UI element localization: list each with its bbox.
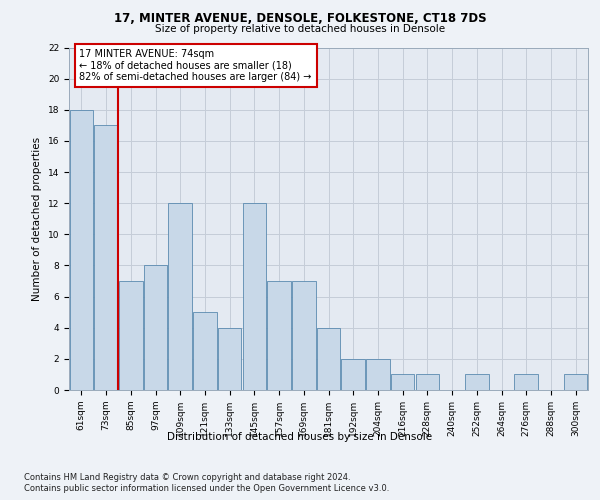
Bar bbox=[94, 126, 118, 390]
Text: Distribution of detached houses by size in Densole: Distribution of detached houses by size … bbox=[167, 432, 433, 442]
Bar bbox=[144, 266, 167, 390]
Bar bbox=[292, 281, 316, 390]
Text: Contains HM Land Registry data © Crown copyright and database right 2024.: Contains HM Land Registry data © Crown c… bbox=[24, 472, 350, 482]
Bar bbox=[169, 203, 192, 390]
Bar bbox=[70, 110, 93, 390]
Text: 17, MINTER AVENUE, DENSOLE, FOLKESTONE, CT18 7DS: 17, MINTER AVENUE, DENSOLE, FOLKESTONE, … bbox=[113, 12, 487, 26]
Bar bbox=[242, 203, 266, 390]
Bar bbox=[564, 374, 587, 390]
Bar bbox=[119, 281, 143, 390]
Bar bbox=[317, 328, 340, 390]
Text: Contains public sector information licensed under the Open Government Licence v3: Contains public sector information licen… bbox=[24, 484, 389, 493]
Bar bbox=[416, 374, 439, 390]
Text: 17 MINTER AVENUE: 74sqm
← 18% of detached houses are smaller (18)
82% of semi-de: 17 MINTER AVENUE: 74sqm ← 18% of detache… bbox=[79, 49, 312, 82]
Bar bbox=[218, 328, 241, 390]
Y-axis label: Number of detached properties: Number of detached properties bbox=[32, 136, 42, 301]
Bar bbox=[341, 359, 365, 390]
Bar bbox=[366, 359, 389, 390]
Bar bbox=[193, 312, 217, 390]
Bar bbox=[268, 281, 291, 390]
Bar bbox=[465, 374, 488, 390]
Text: Size of property relative to detached houses in Densole: Size of property relative to detached ho… bbox=[155, 24, 445, 34]
Bar bbox=[514, 374, 538, 390]
Bar bbox=[391, 374, 415, 390]
